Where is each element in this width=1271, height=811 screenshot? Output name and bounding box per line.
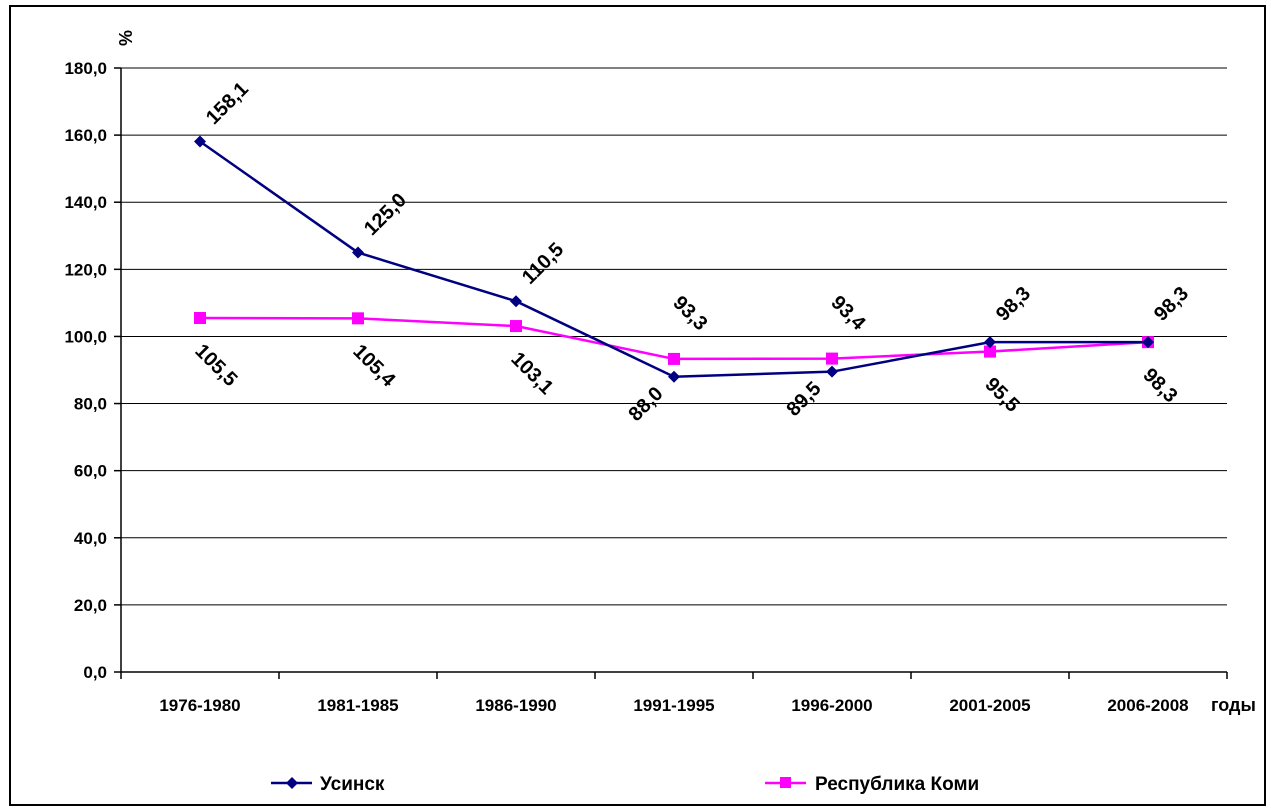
- x-tick-label: 1996-2000: [791, 696, 872, 715]
- x-tick-label: 1976-1980: [159, 696, 240, 715]
- data-label-usinsk: 98,3: [992, 283, 1035, 326]
- x-tick-label: 1986-1990: [475, 696, 556, 715]
- y-tick-label: 180,0: [64, 59, 107, 78]
- data-label-usinsk: 158,1: [202, 78, 253, 129]
- gridlines: [121, 67, 1227, 606]
- data-label-usinsk: 98,3: [1150, 283, 1193, 326]
- data-point: [984, 345, 996, 358]
- data-label-komi: 93,3: [668, 292, 711, 335]
- y-tick-label: 40,0: [74, 529, 107, 548]
- data-point: [510, 320, 522, 333]
- legend-label-komi: Республика Коми: [815, 774, 979, 795]
- data-point: [668, 370, 680, 383]
- data-point: [352, 312, 364, 325]
- y-tick-label: 60,0: [74, 462, 107, 481]
- data-point: [826, 352, 838, 365]
- data-label-usinsk: 89,5: [782, 378, 825, 421]
- x-tick-label: 2001-2005: [949, 696, 1030, 715]
- x-tick-label: 1991-1995: [633, 696, 714, 715]
- legend-item-komi: Республика Коми: [765, 774, 979, 795]
- y-tick-label: 20,0: [74, 596, 107, 615]
- legend-marker-usinsk: [286, 777, 298, 789]
- y-tick-label: 160,0: [64, 126, 107, 145]
- x-tick-label: 2006-2008: [1107, 696, 1188, 715]
- data-label-komi: 98,3: [1138, 364, 1181, 407]
- series-group: [194, 135, 1154, 383]
- legend: Усинск Республика Коми: [271, 774, 979, 795]
- legend-label-usinsk: Усинск: [320, 774, 385, 795]
- y-tick-label: 100,0: [64, 327, 107, 346]
- data-point: [194, 311, 206, 324]
- x-axis-label: годы: [1211, 695, 1256, 715]
- data-label-usinsk: 125,0: [360, 189, 411, 240]
- x-tick-label: 1981-1985: [317, 696, 398, 715]
- y-tick-labels: 0,0 20,0 40,0 60,0 80,0 100,0 120,0 140,0 160,0 1…: [64, 59, 121, 682]
- series-line-0: [199, 140, 1148, 378]
- data-label-komi: 95,5: [980, 374, 1023, 417]
- legend-marker-komi: [780, 777, 791, 788]
- data-point: [984, 336, 996, 349]
- data-point: [194, 135, 206, 148]
- y-tick-label: 120,0: [64, 260, 107, 279]
- data-point: [826, 365, 838, 378]
- data-labels: 158,1 125,0 110,5 88,0 89,5 98,3 98,3 105,5 105,…: [190, 78, 1193, 426]
- data-label-usinsk: 110,5: [518, 239, 568, 289]
- data-label-komi: 105,4: [348, 340, 400, 392]
- data-point: [352, 246, 364, 259]
- axes: [120, 68, 1227, 673]
- data-label-komi: 103,1: [506, 348, 557, 399]
- data-label-komi: 93,4: [826, 292, 870, 336]
- data-label-usinsk: 88,0: [624, 383, 667, 426]
- x-tick-labels: 1976-1980 1981-1985 1986-1990 1991-1995 1996…: [120, 672, 1228, 715]
- y-tick-label: 80,0: [74, 395, 107, 414]
- y-tick-label: 140,0: [64, 193, 107, 212]
- legend-item-usinsk: Усинск: [271, 774, 385, 795]
- y-tick-label: 0,0: [83, 663, 107, 682]
- data-label-komi: 105,5: [190, 340, 241, 391]
- data-point: [1142, 336, 1154, 349]
- data-point: [668, 352, 680, 365]
- data-point: [510, 295, 522, 308]
- y-axis-label: %: [116, 30, 136, 46]
